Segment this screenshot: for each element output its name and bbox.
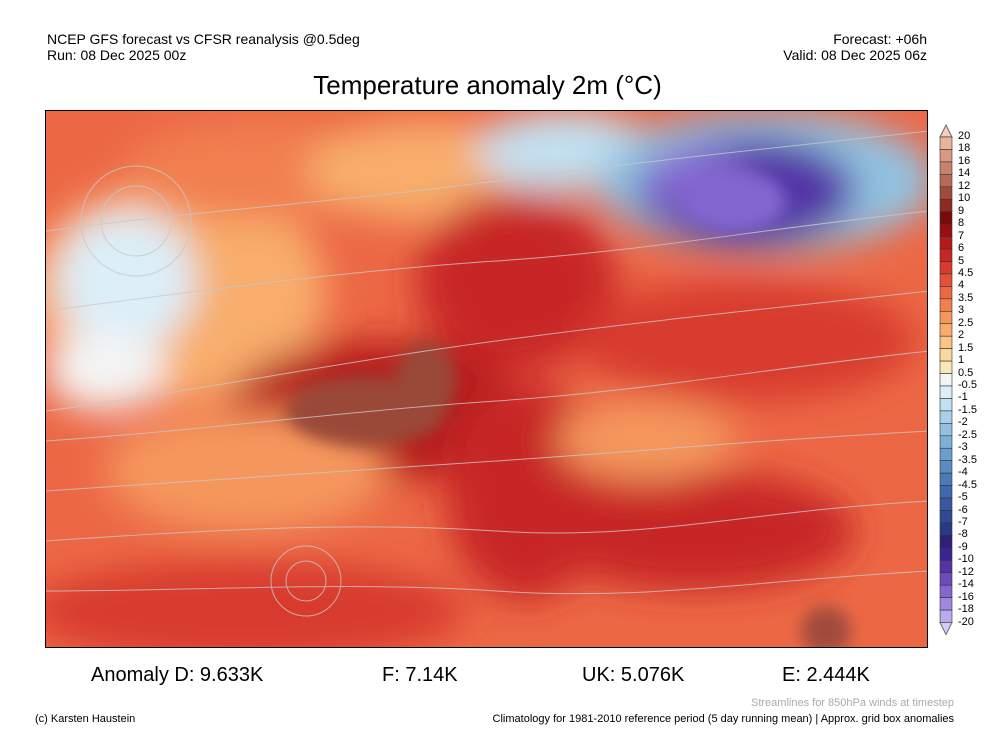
colorbar-tick-label: -2 — [958, 416, 968, 429]
anomaly-germany: Anomaly D: 9.633K — [91, 664, 264, 686]
colorbar-bin — [939, 248, 953, 262]
colorbar-tick-label: -12 — [958, 565, 974, 578]
colorbar-bin — [939, 211, 953, 225]
colorbar-tick-label: -2.5 — [958, 428, 977, 441]
colorbar-bin — [939, 136, 953, 150]
colorbar-bin — [939, 310, 953, 325]
colorbar-bin — [939, 198, 953, 212]
anomaly-europe: E: 2.444K — [782, 664, 870, 686]
colorbar-bin — [939, 174, 953, 188]
colorbar-bin — [939, 360, 953, 374]
colorbar-bin — [939, 410, 953, 424]
colorbar-tick-label: -4 — [958, 466, 968, 479]
colorbar-bin — [939, 572, 953, 586]
colorbar-bin — [939, 535, 953, 549]
colorbar-bin — [939, 460, 953, 474]
model-description: NCEP GFS forecast vs CFSR reanalysis @0.… — [47, 31, 360, 47]
colorbar-tick-label: 9 — [958, 204, 965, 217]
colorbar-tick-label: 20 — [958, 130, 971, 142]
colorbar-tick-label: -18 — [958, 603, 974, 616]
colorbar-tick-label: -4.5 — [958, 478, 977, 491]
colorbar-tick-label: -8 — [958, 528, 968, 541]
colorbar-tick-label: -10 — [958, 553, 974, 566]
colorbar-bin — [939, 547, 953, 561]
colorbar-bin — [939, 559, 953, 574]
colorbar-tick-label: -3.5 — [958, 453, 977, 466]
colorbar-tick-label: 2 — [958, 329, 965, 342]
colorbar-tick-label: 6 — [958, 242, 965, 255]
colorbar-tick-label: 8 — [958, 217, 965, 230]
colorbar-bin — [939, 261, 953, 275]
colorbar-tick-label: -1 — [958, 391, 968, 404]
anomaly-france: F: 7.14K — [382, 664, 458, 686]
climatology-note: Climatology for 1981-2010 reference peri… — [492, 713, 954, 725]
colorbar-tick-label: 10 — [958, 192, 971, 205]
colorbar-bin — [939, 335, 953, 349]
colorbar-bin — [939, 485, 953, 499]
colorbar-tick-label: 7 — [958, 229, 965, 242]
colorbar-bin — [939, 348, 953, 362]
colorbar-tick-label: -3 — [958, 441, 968, 454]
colorbar-bin — [939, 472, 953, 486]
colorbar-bin — [939, 186, 953, 200]
colorbar-bin — [939, 584, 953, 598]
colorbar-tick-label: -5 — [958, 491, 968, 504]
colorbar-tick-label: -14 — [958, 578, 974, 591]
colorbar-tick-label: -7 — [958, 515, 968, 528]
colorbar-bin — [939, 609, 953, 623]
colorbar-tick-label: 0.5 — [958, 366, 974, 379]
colorbar-bin — [939, 273, 953, 287]
colorbar-bin — [939, 398, 953, 412]
colorbar-tick-label: 1 — [958, 354, 965, 367]
colorbar-tick-label: 3.5 — [958, 291, 974, 304]
forecast-hour: Forecast: +06h — [833, 31, 927, 47]
colorbar-tick-label: 4.5 — [958, 266, 974, 279]
colorbar-tick-label: -0.5 — [958, 379, 977, 391]
valid-time: Valid: 08 Dec 2025 06z — [783, 47, 927, 63]
colorbar-tick-label: 18 — [958, 142, 971, 155]
colorbar-bin — [939, 149, 953, 163]
colorbar-tick-label: -9 — [958, 540, 968, 553]
colorbar-tick-label: -16 — [958, 590, 974, 603]
colorbar-tick-label: -6 — [958, 503, 968, 516]
map-title: Temperature anomaly 2m (°C) — [313, 70, 662, 100]
run-time: Run: 08 Dec 2025 00z — [47, 47, 187, 63]
colorbar-bin — [939, 423, 953, 437]
colorbar-tick-label: -20 — [958, 615, 974, 628]
colorbar-tick-label: 1.5 — [958, 341, 974, 354]
colorbar-arrow-top — [939, 123, 953, 138]
anomaly-uk: UK: 5.076K — [582, 664, 685, 686]
colorbar-bin — [939, 385, 953, 399]
colorbar-tick-label: 12 — [958, 179, 971, 192]
colorbar-bin — [939, 497, 953, 511]
copyright: (c) Karsten Haustein — [35, 713, 136, 725]
colorbar-bin — [939, 236, 953, 250]
colorbar-bin — [939, 323, 953, 337]
colorbar-tick-label: 14 — [958, 167, 971, 180]
streamlines-note: Streamlines for 850hPa winds at timestep — [751, 697, 954, 709]
colorbar-bin — [939, 298, 953, 312]
colorbar-tick-label: 16 — [958, 154, 971, 167]
anomaly-field — [46, 111, 927, 647]
colorbar-bin — [939, 373, 953, 387]
colorbar-tick-label: 5 — [958, 254, 965, 267]
colorbar-bin — [939, 435, 953, 449]
colorbar-tick-label: 3 — [958, 304, 965, 317]
colorbar-bin — [939, 223, 953, 237]
colorbar-arrow-bottom — [939, 622, 953, 636]
colorbar-bin — [939, 597, 953, 611]
temperature-anomaly-map — [45, 110, 928, 648]
colorbar-tick-label: 4 — [958, 279, 965, 292]
colorbar-bin — [939, 161, 953, 175]
colorbar-bin — [939, 510, 953, 524]
wind-streamlines — [46, 130, 927, 617]
colorbar-tick-label: 2.5 — [958, 316, 974, 329]
colorbar-bin — [939, 447, 953, 461]
colorbar-bin — [939, 286, 953, 300]
colorbar-bin — [939, 522, 953, 536]
colorbar-tick-label: -1.5 — [958, 403, 977, 416]
